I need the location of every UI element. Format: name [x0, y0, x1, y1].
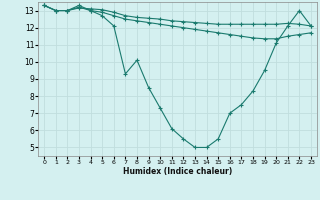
- X-axis label: Humidex (Indice chaleur): Humidex (Indice chaleur): [123, 167, 232, 176]
